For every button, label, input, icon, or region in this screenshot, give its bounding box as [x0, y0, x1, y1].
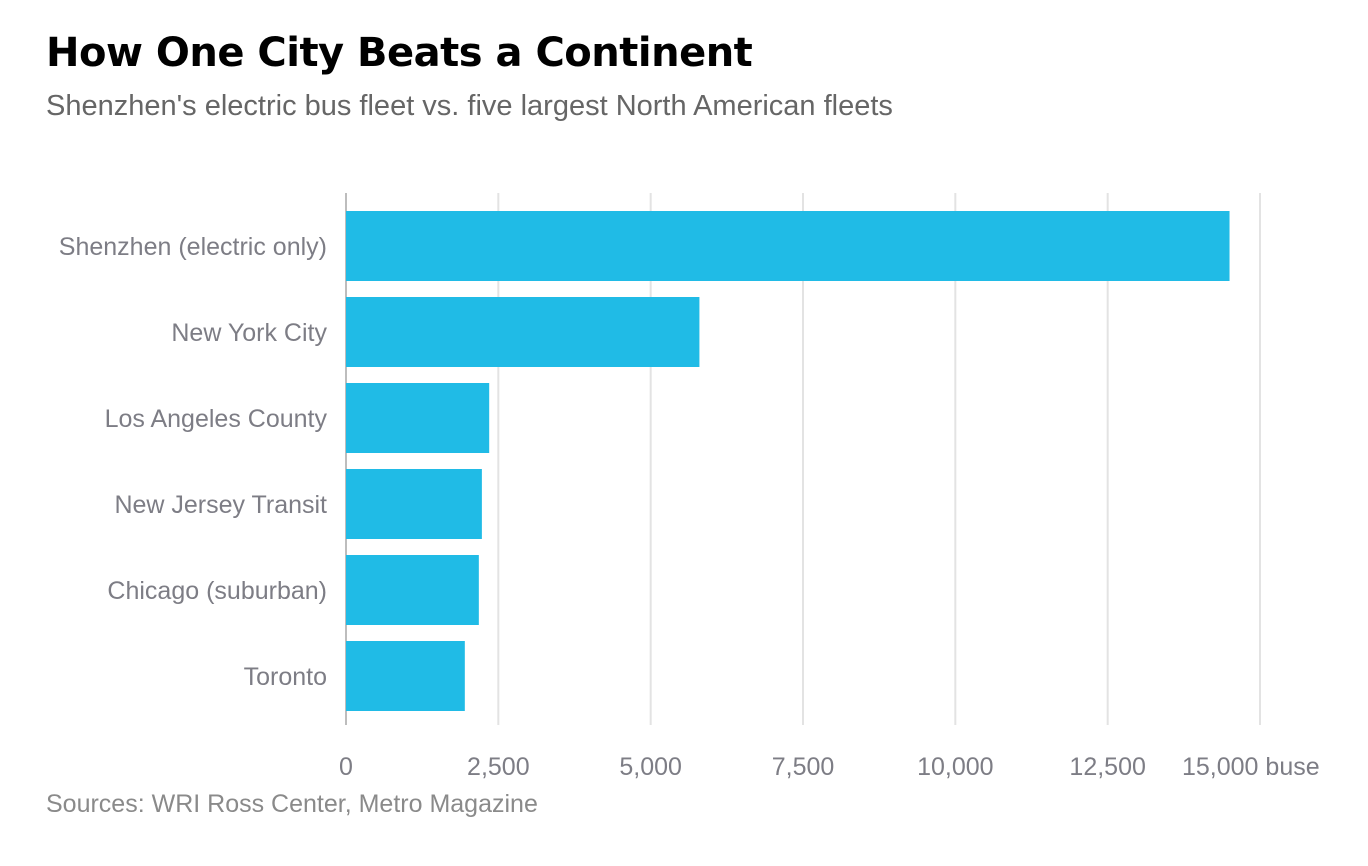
- bar: [346, 297, 700, 367]
- bar: [346, 383, 490, 453]
- x-axis-tick-labels: 0 2,500 5,000 7,500 10,000 12,500 15,000 buse: [339, 753, 1320, 781]
- bar: [346, 211, 1230, 281]
- bar: [346, 555, 479, 625]
- category-label: New Jersey Transit: [114, 491, 327, 519]
- source-note: Sources: WRI Ross Center, Metro Magazine: [46, 790, 538, 818]
- x-tick-label: 5,000: [619, 753, 682, 781]
- bar: [346, 641, 465, 711]
- x-tick-label: 0: [339, 753, 353, 781]
- x-tick-label: 7,500: [772, 753, 835, 781]
- x-tick-label: 10,000: [917, 753, 993, 781]
- category-labels: Shenzhen (electric only) New York City Los…: [59, 233, 328, 691]
- x-tick-label: 2,500: [467, 753, 530, 781]
- grid-lines: [345, 193, 1261, 725]
- chart-subtitle: Shenzhen's electric bus fleet vs. five l…: [46, 90, 893, 122]
- category-label: Toronto: [244, 663, 327, 691]
- category-label: Shenzhen (electric only): [59, 233, 327, 261]
- chart-title: How One City Beats a Continent: [46, 30, 753, 76]
- x-tick-label: 12,500: [1069, 753, 1145, 781]
- category-label: New York City: [171, 319, 327, 347]
- bars: [346, 211, 1230, 711]
- x-tick-label: 15,000 buse: [1182, 753, 1320, 781]
- category-label: Chicago (suburban): [107, 577, 327, 605]
- bar: [346, 469, 482, 539]
- category-label: Los Angeles County: [105, 405, 328, 433]
